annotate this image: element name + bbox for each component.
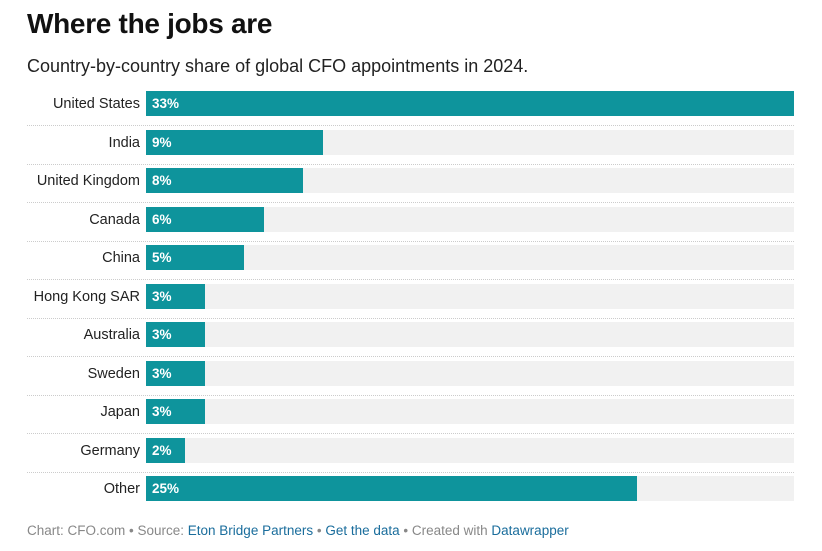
bar-row: Canada 6% (27, 204, 794, 242)
bar-row: Hong Kong SAR 3% (27, 281, 794, 319)
bar-row: China 5% (27, 242, 794, 280)
chart-footer: Chart: CFO.com • Source: Eton Bridge Par… (27, 523, 569, 538)
source-link[interactable]: Eton Bridge Partners (187, 523, 314, 538)
row-separator (27, 279, 794, 280)
category-label: Australia (83, 327, 140, 343)
category-label: United Kingdom (36, 173, 140, 189)
row-separator (27, 433, 794, 434)
bar-track: 8% (146, 168, 794, 193)
chart-title: Where the jobs are (27, 8, 273, 39)
footer-created-with: • Created with (399, 523, 492, 538)
bar-row: United Kingdom 8% (27, 165, 794, 203)
row-separator (27, 356, 794, 357)
footer-credit: Chart: CFO.com • Source: (27, 523, 188, 538)
bar-row: India 9% (27, 127, 794, 165)
bar-track: 3% (146, 360, 794, 386)
value-label: 8% (152, 173, 172, 188)
bar-track: 6% (146, 206, 794, 232)
category-label: India (108, 134, 140, 151)
bar-track: 2% (146, 437, 794, 463)
get-the-data-link[interactable]: Get the data (325, 523, 400, 538)
bar: 8% (146, 168, 304, 193)
bar: 3% (146, 322, 205, 347)
chart-subtitle: Country-by-country share of global CFO a… (27, 56, 529, 76)
bar-track: 3% (146, 399, 794, 424)
value-label: 6% (152, 211, 172, 227)
bar: 2% (146, 437, 186, 463)
value-label: 9% (152, 134, 172, 150)
bar: 25% (146, 476, 637, 501)
category-label: Germany (80, 442, 140, 459)
bar: 3% (146, 360, 205, 386)
bar-track: 5% (146, 245, 794, 270)
row-separator (27, 394, 794, 396)
bar-row: Japan 3% (27, 396, 794, 434)
bar-track: 25% (146, 476, 794, 501)
category-label: Other (103, 481, 140, 497)
row-separator (27, 471, 794, 473)
value-label: 3% (152, 404, 172, 419)
category-label: Canada (89, 211, 140, 228)
bar-row: Australia 3% (27, 319, 794, 357)
value-label: 2% (152, 442, 172, 458)
value-label: 25% (152, 481, 180, 496)
value-label: 5% (152, 250, 172, 265)
category-label: Sweden (87, 365, 140, 382)
bar: 6% (146, 206, 264, 232)
category-label: Japan (100, 404, 140, 420)
bar-row: Other 25% (27, 473, 794, 511)
bar-row: Sweden 3% (27, 358, 794, 396)
row-separator (27, 202, 794, 203)
value-label: 3% (152, 365, 172, 381)
datawrapper-link[interactable]: Datawrapper (491, 523, 569, 538)
bar: 9% (146, 129, 323, 155)
value-label: 3% (152, 327, 172, 342)
bar-track: 3% (146, 283, 794, 309)
bar-chart: United States 33% India 9% United Kingdom 8% C… (0, 88, 822, 504)
bar: 33% (146, 91, 794, 116)
bar: 5% (146, 245, 245, 270)
bar: 3% (146, 399, 205, 424)
row-separator (27, 163, 794, 165)
value-label: 33% (152, 96, 180, 111)
bar-row: Germany 2% (27, 435, 794, 473)
row-separator (27, 125, 794, 126)
category-label: Hong Kong SAR (33, 288, 140, 305)
row-separator (27, 317, 794, 319)
bar-track: 33% (146, 91, 794, 116)
bar-track: 9% (146, 129, 794, 155)
bar-track: 3% (146, 322, 794, 347)
bar: 3% (146, 283, 205, 309)
row-separator (27, 240, 794, 242)
bar-row: United States 33% (27, 88, 794, 126)
value-label: 3% (152, 288, 172, 304)
category-label: China (102, 250, 140, 266)
category-label: United States (52, 96, 140, 112)
footer-separator: • (313, 523, 326, 538)
